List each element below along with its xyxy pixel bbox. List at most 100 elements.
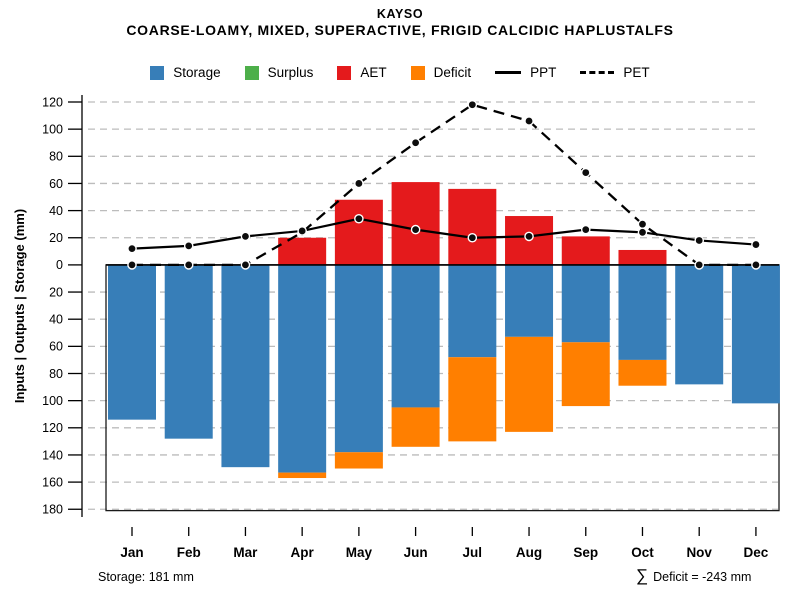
ppt-swatch-icon: [495, 71, 522, 74]
y-tick-label: 80: [49, 150, 63, 164]
deficit-bar-may: [334, 452, 383, 469]
month-label: Aug: [516, 545, 542, 560]
pet-point-jun: [410, 137, 421, 148]
month-label: Feb: [177, 545, 201, 560]
month-label: Oct: [631, 545, 654, 560]
ppt-point-jan: [127, 243, 137, 254]
aet-bar-apr: [278, 237, 327, 265]
pet-swatch-icon: [580, 71, 615, 74]
ppt-point-apr: [297, 226, 307, 236]
pet-point-mar: [240, 260, 251, 270]
legend-item-storage: Storage: [150, 65, 221, 80]
deficit-total-text: Deficit = -243 mm: [653, 570, 752, 584]
month-label: Apr: [291, 545, 315, 560]
ppt-point-sep: [580, 224, 591, 235]
sigma-symbol: ∑: [636, 566, 649, 585]
storage-bar-may: [334, 264, 383, 453]
y-tick-label: 80: [49, 367, 63, 381]
month-label: Jan: [120, 545, 143, 560]
deficit-bar-sep: [561, 342, 610, 407]
pet-point-jul: [467, 99, 478, 110]
deficit-swatch-icon: [410, 65, 425, 80]
y-tick-label: 100: [42, 394, 63, 408]
month-label: May: [346, 545, 373, 560]
month-label: Nov: [686, 545, 712, 560]
storage-bar-dec: [731, 264, 780, 404]
aet-bar-jun: [391, 182, 440, 265]
pet-point-jan: [127, 260, 137, 270]
storage-bar-mar: [221, 264, 270, 468]
pet-point-aug: [524, 116, 534, 126]
storage-bar-feb: [164, 264, 213, 439]
y-tick-label: 180: [42, 503, 63, 517]
ppt-point-jun: [410, 224, 421, 235]
aet-swatch-icon: [337, 65, 352, 80]
y-tick-label: 20: [49, 285, 63, 299]
legend-item-surplus: Surplus: [244, 65, 314, 80]
pet-point-feb: [183, 260, 194, 270]
pet-point-dec: [751, 260, 761, 270]
ppt-point-feb: [183, 241, 194, 251]
pet-point-oct: [637, 219, 648, 229]
aet-bar-may: [334, 199, 383, 265]
legend-item-ppt: PPT: [495, 65, 556, 80]
storage-bar-oct: [618, 264, 667, 360]
aet-bar-jul: [448, 188, 497, 265]
deficit-bar-jun: [391, 407, 440, 447]
y-tick-label: 160: [42, 475, 63, 489]
legend-label-surplus: Surplus: [267, 65, 314, 80]
ppt-point-oct: [637, 227, 648, 238]
ppt-line: [131, 217, 756, 250]
y-tick-label: 60: [49, 340, 63, 354]
ppt-point-nov: [694, 235, 705, 246]
legend-label-deficit: Deficit: [433, 65, 472, 80]
legend-label-pet: PET: [623, 65, 650, 80]
deficit-bar-jul: [448, 357, 497, 442]
chart-legend: Storage Surplus AET Deficit PPT PET: [0, 65, 800, 80]
chart-subtitle: COARSE-LOAMY, MIXED, SUPERACTIVE, FRIGID…: [126, 22, 674, 38]
aet-bar-sep: [561, 236, 610, 265]
y-tick-label: 0: [56, 258, 63, 272]
month-label: Jul: [463, 545, 483, 560]
y-tick-label: 40: [49, 204, 63, 218]
storage-bar-jul: [448, 264, 497, 358]
storage-bar-sep: [561, 264, 610, 343]
legend-label-ppt: PPT: [530, 65, 557, 80]
storage-bar-jan: [108, 264, 156, 420]
y-tick-label: 40: [49, 313, 63, 327]
storage-bar-aug: [505, 264, 554, 337]
legend-item-aet: AET: [337, 65, 387, 80]
deficit-bar-oct: [618, 359, 667, 386]
month-label: Dec: [744, 545, 769, 560]
deficit-bar-aug: [505, 336, 554, 432]
deficit-total-note: ∑ Deficit = -243 mm: [636, 567, 751, 584]
chart-title: KAYSO: [376, 7, 424, 21]
y-tick-label: 120: [42, 95, 63, 109]
ppt-point-jul: [467, 232, 478, 243]
month-label: Sep: [573, 545, 598, 560]
storage-bar-apr: [278, 264, 327, 473]
storage-bar-nov: [675, 264, 724, 385]
storage-swatch-icon: [150, 65, 165, 80]
surplus-swatch-icon: [244, 65, 259, 80]
y-tick-label: 100: [42, 122, 63, 136]
month-label: Mar: [233, 545, 258, 560]
ppt-point-may: [354, 213, 364, 224]
y-tick-label: 120: [42, 421, 63, 435]
aet-bar-oct: [618, 249, 667, 265]
pet-line: [132, 103, 756, 267]
deficit-bar-apr: [278, 472, 327, 479]
legend-label-storage: Storage: [173, 65, 221, 80]
ppt-point-aug: [524, 231, 534, 242]
ppt-point-dec: [751, 239, 761, 250]
pet-point-nov: [694, 260, 705, 270]
storage-note: Storage: 181 mm: [98, 570, 194, 584]
legend-item-deficit: Deficit: [410, 65, 472, 80]
y-tick-label: 140: [42, 448, 63, 462]
legend-item-pet: PET: [580, 65, 650, 80]
pet-point-sep: [580, 167, 591, 178]
ppt-point-mar: [240, 231, 251, 242]
pet-point-may: [354, 178, 364, 189]
